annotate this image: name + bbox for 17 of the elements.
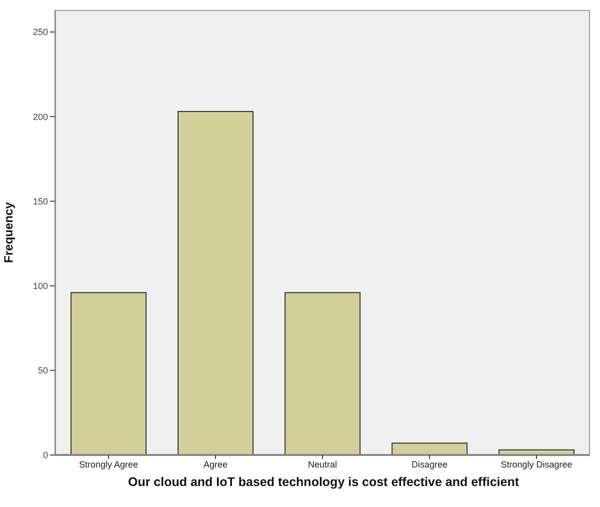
- y-tick-label: 150: [32, 196, 48, 206]
- x-axis-title: Our cloud and IoT based technology is cost effective and efficient: [126, 475, 520, 489]
- bar: [392, 442, 468, 455]
- y-axis-title: Frequency: [1, 202, 16, 263]
- x-tick-label: Strongly Disagree: [500, 459, 572, 470]
- y-tick-label: 100: [32, 280, 48, 291]
- bar: [70, 292, 147, 455]
- bar: [284, 292, 361, 455]
- x-tick-label: Disagree: [411, 459, 448, 470]
- bar: [178, 111, 254, 455]
- y-tick-label: 200: [32, 112, 48, 122]
- y-tick-label: 250: [32, 27, 48, 38]
- y-tick-label: 50: [38, 366, 48, 376]
- y-tick-label: 0: [42, 450, 48, 460]
- x-tick-label: Strongly Agree: [78, 459, 138, 470]
- x-tick-label: Agree: [203, 459, 228, 470]
- x-tick-label: Neutral: [308, 459, 338, 470]
